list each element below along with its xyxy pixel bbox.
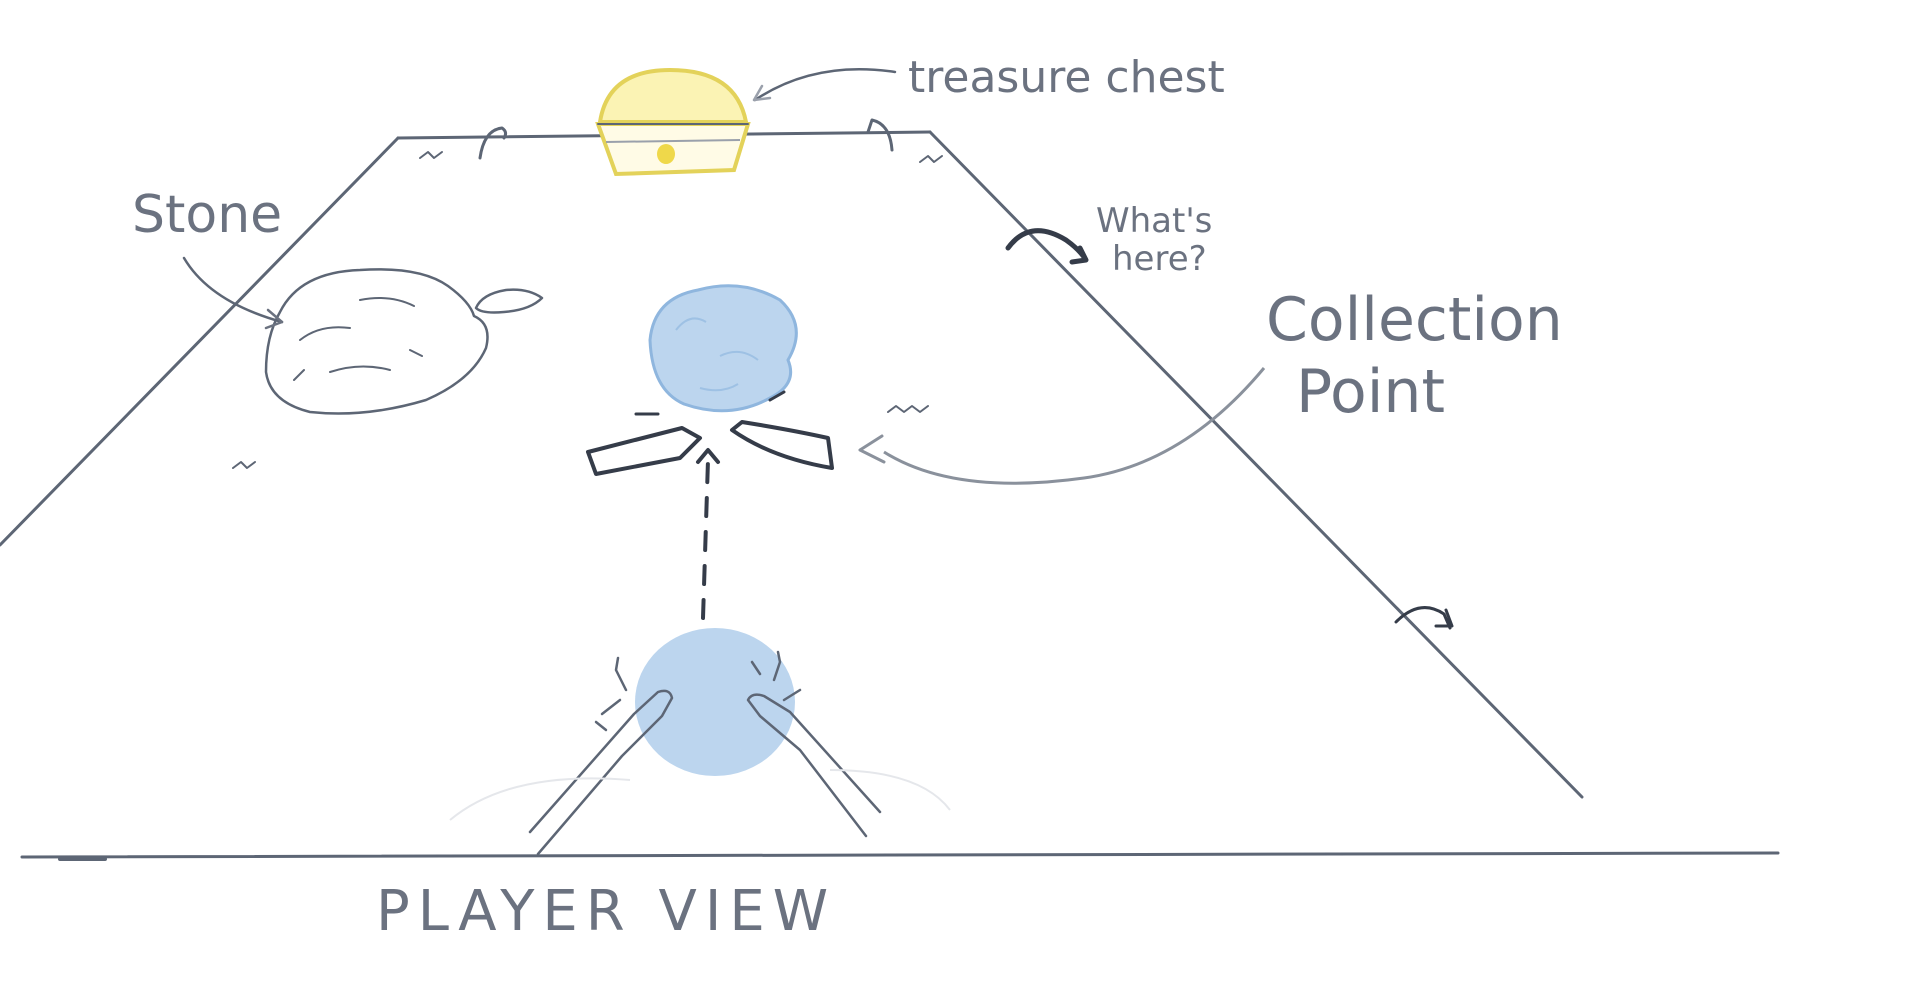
chest-lid: [597, 67, 749, 124]
stone: [232, 268, 544, 469]
collection-point-label-line2: Point: [1296, 357, 1445, 427]
curl-arrow-icon: [1394, 606, 1454, 630]
collection-pointer-line: [883, 367, 1266, 485]
collection-point-label-line1: Collection: [1266, 285, 1563, 355]
ground-line: [20, 851, 1780, 859]
curl-arrow-icon: [1005, 228, 1089, 265]
curl-arrow-icon: [866, 118, 894, 152]
stone-pointer-line: [182, 256, 284, 324]
field-right-edge: [928, 130, 1584, 799]
player-hands: [449, 628, 951, 856]
whats-here-label-line1: What's: [1096, 201, 1212, 241]
collector-right-arm: [730, 420, 834, 470]
grass-tuft-icon: [419, 151, 443, 159]
right-hand: [746, 693, 882, 838]
grass-tuft-icon: [887, 405, 929, 413]
grass-tuft-icon: [232, 461, 256, 469]
edge-arrows: [419, 118, 1454, 630]
player-view-label: PLAYER VIEW: [376, 879, 836, 944]
arrow-head-icon: [858, 434, 886, 464]
arrow-head-icon: [264, 308, 284, 330]
chest-pointer-line: [753, 67, 897, 102]
collection-point: [586, 284, 929, 476]
collector-left-arm: [586, 426, 702, 476]
grass-tuft-icon: [919, 155, 943, 163]
left-hand: [528, 689, 674, 856]
treasure-chest-label: treasure chest: [908, 52, 1225, 103]
field-left-edge: [0, 136, 400, 547]
treasure-chest: [595, 67, 751, 177]
held-ball: [635, 628, 795, 776]
pebble-outline: [474, 288, 544, 314]
whats-here-label-line2: here?: [1112, 239, 1207, 279]
curl-arrow-icon: [478, 126, 508, 160]
arrow-head-icon: [696, 448, 720, 464]
stone-label: Stone: [132, 185, 282, 245]
chest-lock-icon: [657, 144, 675, 164]
collected-ball: [648, 284, 798, 413]
arrow-head-icon: [752, 84, 772, 102]
throw-trajectory: [701, 458, 710, 620]
stone-outline: [264, 268, 489, 415]
